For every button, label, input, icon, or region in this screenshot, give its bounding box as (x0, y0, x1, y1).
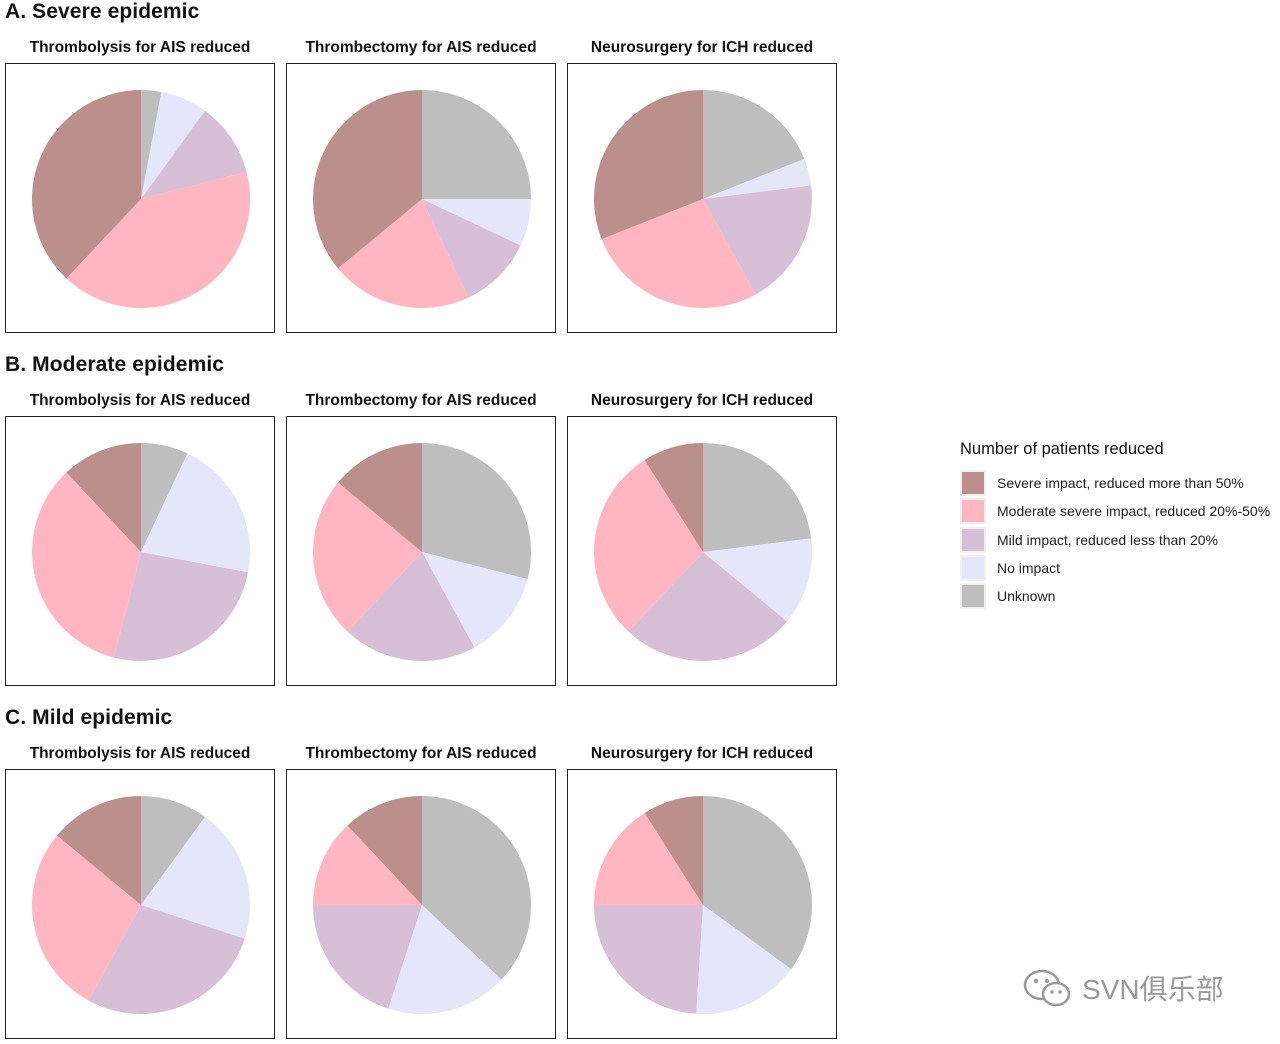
pie-slice-mild (88, 905, 245, 1015)
pie-slice-severe (57, 796, 142, 905)
pie-slice-unknown (422, 796, 532, 980)
panel-title-c3: Neurosurgery for ICH reduced (590, 745, 814, 762)
pie-chart-c1 (31, 796, 251, 1015)
legend-item-mild: Mild impact, reduced less than 20% (960, 526, 1270, 554)
legend-item-moderate: Moderate severe impact, reduced 20%-50% (960, 497, 1270, 525)
pie-slice-none (141, 453, 251, 573)
pie-panel-c1 (5, 769, 275, 1039)
pie-slice-unknown (703, 90, 805, 199)
pie-slice-mild (703, 185, 812, 295)
pie-slice-moderate (313, 825, 422, 905)
panel-title-c1: Thrombolysis for AIS reduced (29, 745, 251, 762)
watermark: SVN俱乐部 (1022, 968, 1224, 1008)
legend: Number of patients reduced Severe impact… (960, 440, 1270, 610)
pie-panel-b2 (286, 416, 556, 686)
panel-title-c2: Thrombectomy for AIS reduced (305, 745, 537, 762)
pie-chart-b1 (31, 443, 251, 662)
pie-slice-mild (141, 110, 247, 199)
legend-item-severe: Severe impact, reduced more than 50% (960, 469, 1270, 497)
pie-slice-none (422, 199, 531, 246)
pie-slice-unknown (141, 796, 206, 905)
pie-slice-severe (312, 90, 422, 269)
legend-key-mild (960, 526, 986, 553)
legend-label-mild: Mild impact, reduced less than 20% (997, 531, 1218, 548)
panel-title-a1: Thrombolysis for AIS reduced (29, 39, 251, 56)
pie-slice-moderate (31, 835, 141, 1001)
pie-slice-none (388, 905, 502, 1015)
pie-slice-moderate (66, 171, 251, 309)
panel-title-a2: Thrombectomy for AIS reduced (305, 39, 537, 56)
legend-key-moderate (960, 498, 986, 525)
pie-slice-none (422, 552, 528, 648)
pie-slice-moderate (338, 199, 469, 309)
pie-panel-a3 (567, 63, 837, 333)
wechat-icon (1023, 969, 1071, 1007)
pie-chart-b3 (593, 443, 813, 662)
pie-panel-a2 (286, 63, 556, 333)
pie-slice-none (696, 905, 792, 1014)
pie-slice-unknown (141, 90, 162, 199)
legend-key-none (960, 555, 986, 582)
watermark-text: SVN俱乐部 (1082, 974, 1224, 1005)
pie-panel-c3 (567, 769, 837, 1039)
pie-slice-none (703, 158, 812, 199)
pie-slice-severe (31, 90, 142, 279)
pie-slice-severe (66, 443, 141, 552)
legend-item-none: No impact (960, 554, 1270, 582)
pie-chart-c3 (594, 796, 812, 1014)
section-title-c: C. Mild epidemic (5, 706, 173, 729)
legend-label-unknown: Unknown (997, 588, 1056, 605)
legend-title: Number of patients reduced (960, 440, 1164, 458)
pie-slice-severe (644, 796, 703, 905)
pie-slice-unknown (141, 443, 188, 552)
panel-title-b1: Thrombolysis for AIS reduced (29, 392, 251, 409)
pie-slice-mild (113, 552, 249, 662)
pie-panel-c2 (286, 769, 556, 1039)
pie-slice-mild (347, 552, 475, 662)
legend-label-moderate: Moderate severe impact, reduced 20%-50% (997, 503, 1271, 520)
pie-slice-moderate (312, 482, 422, 632)
pie-chart-a3 (593, 90, 812, 309)
pie-chart-c2 (313, 796, 532, 1015)
pie-slice-severe (338, 443, 422, 552)
pie-slice-mild (313, 905, 422, 1009)
pie-chart-b2 (312, 443, 532, 662)
pie-slice-severe (347, 796, 422, 905)
pie-panel-a1 (5, 63, 275, 333)
pie-slice-mild (628, 552, 787, 662)
pie-slice-unknown (422, 90, 531, 199)
legend-item-unknown: Unknown (960, 582, 1270, 610)
pie-slice-none (141, 816, 251, 939)
pie-slice-unknown (703, 443, 812, 552)
pie-slice-unknown (703, 796, 812, 970)
pie-slice-none (703, 538, 813, 622)
panel-title-b3: Neurosurgery for ICH reduced (590, 392, 814, 409)
pie-panel-b3 (567, 416, 837, 686)
pie-chart-a2 (312, 90, 531, 309)
pie-slice-moderate (31, 472, 142, 658)
section-title-a: A. Severe epidemic (5, 0, 200, 23)
pie-slice-none (141, 91, 206, 199)
panel-title-a3: Neurosurgery for ICH reduced (590, 39, 814, 56)
pie-panel-b1 (5, 416, 275, 686)
pie-slice-moderate (593, 459, 703, 632)
panel-title-b2: Thrombectomy for AIS reduced (305, 392, 537, 409)
legend-label-none: No impact (997, 560, 1061, 577)
pie-slice-mild (594, 905, 703, 1014)
pie-slice-severe (593, 90, 703, 240)
pie-slice-unknown (422, 443, 532, 580)
pie-slice-severe (644, 443, 703, 552)
legend-key-severe (960, 470, 986, 497)
pie-slice-moderate (594, 812, 703, 905)
legend-key-unknown (960, 583, 986, 610)
pie-chart-a1 (31, 90, 251, 309)
pie-slice-moderate (601, 199, 756, 309)
pie-slice-mild (422, 199, 521, 298)
section-title-b: B. Moderate epidemic (5, 353, 225, 376)
legend-label-severe: Severe impact, reduced more than 50% (997, 475, 1244, 492)
